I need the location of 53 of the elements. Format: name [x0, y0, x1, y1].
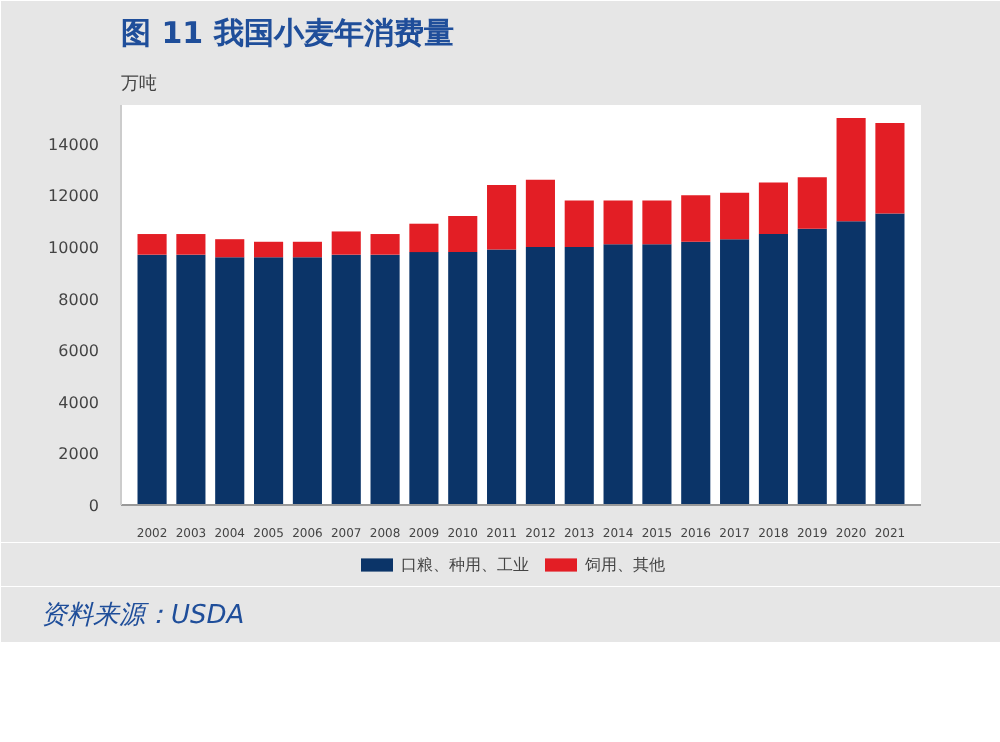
bar — [564, 246, 594, 505]
bar — [176, 254, 206, 505]
bar — [254, 241, 284, 258]
bar — [758, 234, 788, 505]
bar — [681, 241, 711, 505]
y-tick-label: 12000 — [48, 187, 100, 206]
legend-label: 口粮、种用、工业 — [401, 556, 529, 574]
y-tick-label: 0 — [88, 497, 100, 515]
bar — [525, 246, 555, 505]
bar — [448, 215, 478, 253]
bar — [603, 200, 633, 245]
bar — [836, 221, 866, 505]
bar — [642, 244, 672, 505]
bar — [409, 223, 439, 253]
bar — [875, 213, 905, 505]
bar — [758, 182, 788, 235]
bar — [370, 234, 400, 255]
bar — [292, 257, 322, 505]
bar — [797, 228, 827, 505]
y-tick-label: 10000 — [48, 238, 100, 257]
bar — [525, 179, 555, 247]
y-tick-label: 4000 — [58, 393, 99, 412]
bar — [370, 254, 400, 505]
bar — [564, 200, 594, 247]
bar — [875, 123, 905, 214]
bar — [797, 177, 827, 229]
bar — [642, 200, 672, 245]
bar — [836, 117, 866, 222]
bar — [215, 239, 245, 258]
bar — [137, 254, 167, 505]
bar — [487, 185, 517, 250]
bar — [215, 257, 245, 505]
chart-title: 图 11 我国小麦年消费量 — [121, 15, 454, 51]
bar — [137, 234, 167, 255]
text: 资料来源：USDA — [41, 601, 245, 631]
bar — [254, 257, 284, 505]
bar — [331, 231, 361, 255]
y-axis-title: 万吨 — [121, 73, 157, 95]
bar — [487, 249, 517, 505]
bar — [603, 244, 633, 505]
bar — [448, 252, 478, 505]
bar — [292, 241, 322, 258]
bar — [176, 234, 206, 255]
bar — [720, 192, 750, 240]
y-tick-label: 6000 — [58, 342, 99, 361]
bar — [331, 254, 361, 505]
bar — [681, 195, 711, 242]
y-tick-label: 14000 — [48, 135, 100, 154]
bar — [409, 252, 439, 505]
y-tick-label: 8000 — [58, 290, 99, 309]
y-tick-label: 2000 — [58, 445, 99, 464]
legend-label: 饲用、其他 — [583, 556, 665, 574]
bar — [720, 239, 750, 505]
